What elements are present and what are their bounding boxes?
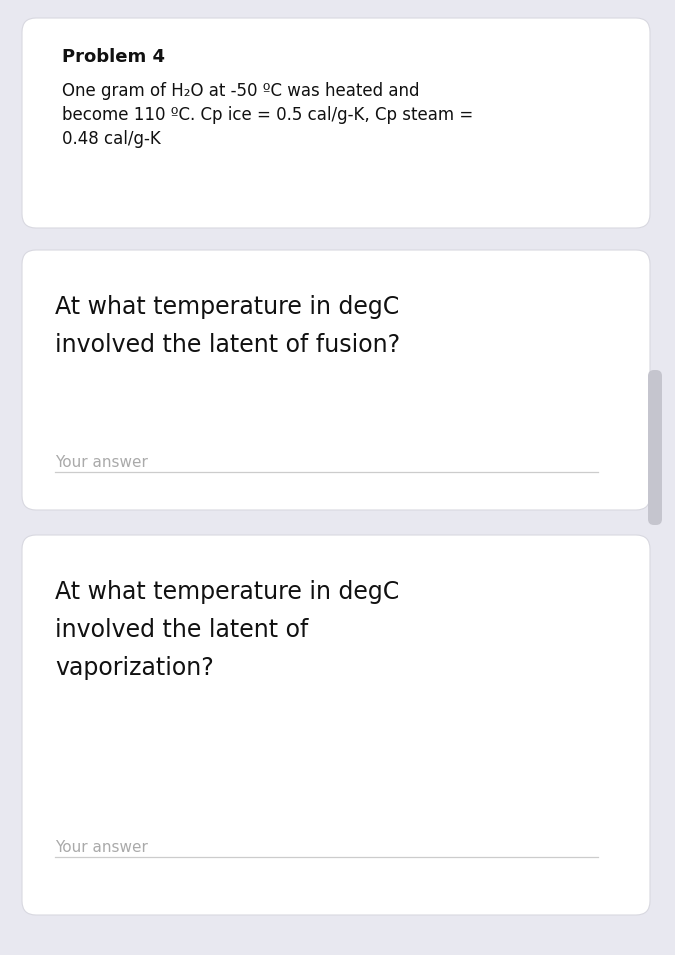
Text: Your answer: Your answer	[55, 455, 148, 470]
Text: 0.48 cal/g-K: 0.48 cal/g-K	[62, 130, 161, 148]
Text: vaporization?: vaporization?	[55, 656, 214, 680]
Text: One gram of H₂O at -50 ºC was heated and: One gram of H₂O at -50 ºC was heated and	[62, 82, 419, 100]
Text: Problem 4: Problem 4	[62, 48, 165, 66]
FancyBboxPatch shape	[22, 535, 650, 915]
FancyBboxPatch shape	[22, 250, 650, 510]
Text: involved the latent of fusion?: involved the latent of fusion?	[55, 333, 400, 357]
Text: At what temperature in degC: At what temperature in degC	[55, 580, 399, 604]
Text: Your answer: Your answer	[55, 840, 148, 855]
FancyBboxPatch shape	[22, 18, 650, 228]
FancyBboxPatch shape	[648, 370, 662, 525]
Text: involved the latent of: involved the latent of	[55, 618, 308, 642]
Text: At what temperature in degC: At what temperature in degC	[55, 295, 399, 319]
Text: become 110 ºC. Cp ice = 0.5 cal/g-K, Cp steam =: become 110 ºC. Cp ice = 0.5 cal/g-K, Cp …	[62, 106, 473, 124]
